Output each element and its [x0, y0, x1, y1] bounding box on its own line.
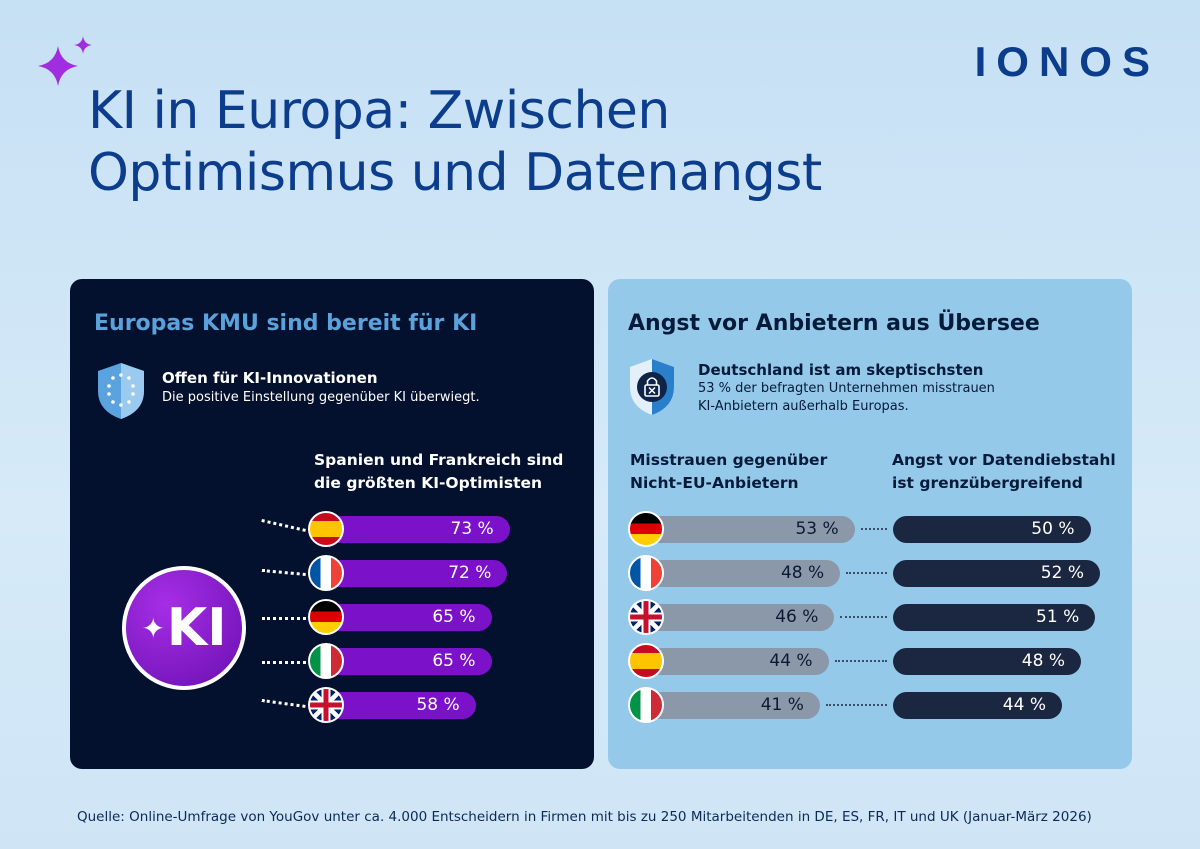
bar: 65 %	[326, 603, 492, 631]
flag-it	[308, 643, 344, 679]
right-subtitle: Deutschland ist am skeptischsten	[698, 361, 984, 379]
flag-fr	[628, 555, 664, 591]
ki-badge-label: KI	[166, 598, 227, 658]
flag-uk	[628, 599, 664, 635]
connector-dots	[261, 519, 306, 532]
col1-heading: Misstrauen gegenüber Nicht-EU-Anbietern	[630, 451, 828, 492]
bar-mistrust: 53 %	[646, 515, 855, 543]
sparkle-icon: ✦	[141, 611, 165, 645]
bar: 73 %	[326, 515, 510, 543]
left-panel: Europas KMU sind bereit für KI Offen für…	[70, 279, 594, 769]
connector-dots	[834, 660, 887, 662]
bar: 58 %	[326, 691, 476, 719]
connector-dots	[846, 572, 887, 574]
connector-dots	[261, 569, 306, 576]
chart-heading: Spanien und Frankreich sind die größten …	[314, 451, 564, 492]
ionos-logo: IONOS	[974, 38, 1160, 85]
bar-data-theft: 48 %	[893, 647, 1081, 675]
flag-de	[628, 511, 664, 547]
flag-uk	[308, 687, 344, 723]
page-title: KI in Europa: Zwischen Optimismus und Da…	[88, 81, 822, 203]
connector-dots	[840, 616, 887, 618]
bar-data-theft: 50 %	[893, 515, 1091, 543]
flag-es	[308, 511, 344, 547]
connector-dots	[262, 617, 306, 620]
bar-mistrust: 46 %	[646, 603, 835, 631]
col2-heading: Angst vor Datendiebstahl ist grenzübergr…	[892, 451, 1116, 492]
connector-dots	[860, 528, 887, 530]
connector-dots	[261, 699, 306, 708]
right-description: 53 % der befragten Unternehmen misstraue…	[698, 381, 995, 414]
source-note: Quelle: Online-Umfrage von YouGov unter …	[77, 809, 1092, 825]
connector-dots	[262, 661, 306, 664]
bar-mistrust: 44 %	[646, 647, 829, 675]
flag-it	[628, 687, 664, 723]
ki-badge: ✦ KI	[122, 566, 246, 690]
bar-data-theft: 52 %	[893, 559, 1100, 587]
bar-data-theft: 44 %	[893, 691, 1062, 719]
flag-es	[628, 643, 664, 679]
right-panel: Angst vor Anbietern aus Übersee Deutschl…	[608, 279, 1132, 769]
bar-data-theft: 51 %	[893, 603, 1096, 631]
connector-dots	[825, 704, 887, 706]
left-description: Die positive Einstellung gegenüber KI üb…	[162, 390, 480, 405]
left-subtitle: Offen für KI-Innovationen	[162, 369, 378, 387]
flag-de	[308, 599, 344, 635]
bar-mistrust: 48 %	[646, 559, 841, 587]
sparkle-icon	[38, 36, 92, 86]
eu-shield-icon	[98, 363, 144, 419]
left-panel-heading: Europas KMU sind bereit für KI	[94, 311, 478, 336]
bar: 65 %	[326, 647, 492, 675]
lock-shield-icon	[630, 359, 674, 415]
bar: 72 %	[326, 559, 508, 587]
right-panel-heading: Angst vor Anbietern aus Übersee	[628, 311, 1040, 336]
flag-fr	[308, 555, 344, 591]
bar-mistrust: 41 %	[646, 691, 820, 719]
